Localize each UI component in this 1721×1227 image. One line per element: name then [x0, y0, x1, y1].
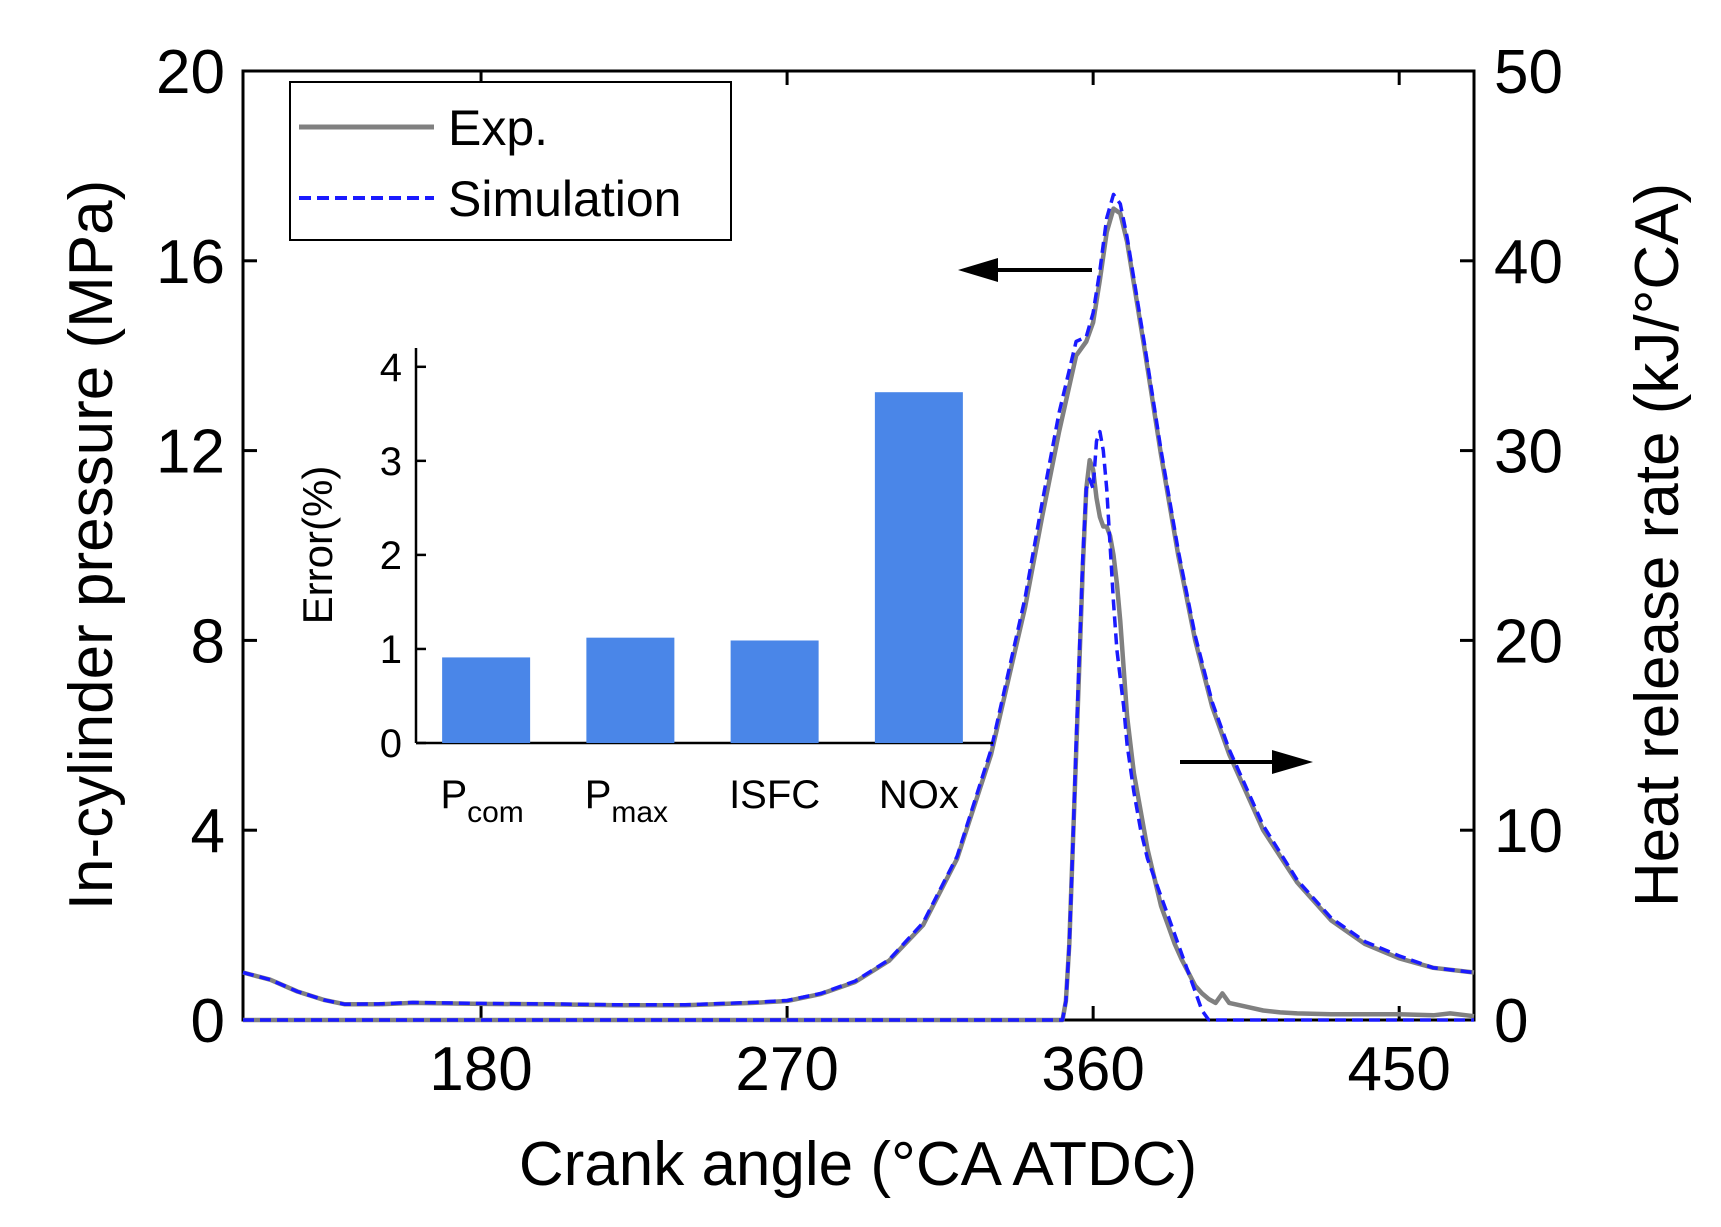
y-right-tick-label: 40 [1494, 228, 1563, 297]
inset-ticks: 0 1 2 3 4 [380, 346, 426, 766]
y-right-tick-label: 20 [1494, 607, 1563, 676]
legend-label-simulation: Simulation [448, 171, 681, 227]
y-left-tick-label: 8 [191, 607, 225, 676]
x-tick-label: 270 [735, 1035, 838, 1104]
inset-bar-chart: Error(%) 0 1 2 3 4 Pcom Pmax ISFC NOx [294, 346, 993, 829]
exp-heat-release-line [243, 457, 1475, 1023]
y-left-tick-label: 4 [191, 797, 225, 866]
arrow-to-left-axis [958, 258, 1092, 282]
inset-bar-pmax [586, 637, 675, 743]
inset-category-label: NOx [879, 773, 959, 817]
y-left-axis-title: In-cylinder pressure (MPa) [57, 180, 126, 910]
inset-category-label: ISFC [729, 773, 820, 817]
y-right-axis-title: Heat release rate (kJ/°CA) [1623, 183, 1692, 907]
legend: Exp. Simulation [289, 81, 732, 241]
inset-category-label: Pcom [440, 773, 523, 829]
x-tick-label: 180 [429, 1035, 532, 1104]
inset-bar-isfc [730, 640, 819, 743]
simulation-pressure-line [242, 192, 1475, 1007]
inset-y-tick-label: 1 [380, 628, 402, 672]
y-left-tick-label: 20 [156, 38, 225, 107]
inset-bar-nox [874, 392, 963, 743]
inset-y-tick-label: 3 [380, 440, 402, 484]
y-right-tick-label: 30 [1494, 418, 1563, 487]
inset-category-label: Pmax [585, 773, 668, 829]
curves [242, 192, 1475, 1023]
inset-y-tick-label: 2 [380, 534, 402, 578]
inset-category-labels: Pcom Pmax ISFC NOx [440, 773, 958, 829]
inset-y-tick-label: 0 [380, 722, 402, 766]
y-left-tick-label: 16 [156, 228, 225, 297]
x-tick-label: 450 [1347, 1035, 1450, 1104]
y-right-tick-label: 0 [1494, 987, 1528, 1056]
y-right-tick-label: 50 [1494, 38, 1563, 107]
simulation-heat-release-line [243, 429, 1474, 1022]
inset-bars [442, 392, 963, 743]
inset-y-tick-label: 4 [380, 346, 402, 390]
x-axis-title: Crank angle (°CA ATDC) [519, 1130, 1197, 1199]
legend-box [289, 81, 732, 241]
inset-y-axis-title: Error(%) [294, 466, 341, 625]
arrow-to-right-axis [1180, 750, 1313, 774]
y-left-tick-label: 12 [156, 418, 225, 487]
y-right-tick-label: 10 [1494, 797, 1563, 866]
x-tick-label: 360 [1041, 1035, 1144, 1104]
inset-bar-pcom [442, 657, 531, 743]
legend-label-exp: Exp. [448, 100, 548, 156]
exp-pressure-line [242, 206, 1475, 1008]
y-left-tick-label: 0 [191, 987, 225, 1056]
